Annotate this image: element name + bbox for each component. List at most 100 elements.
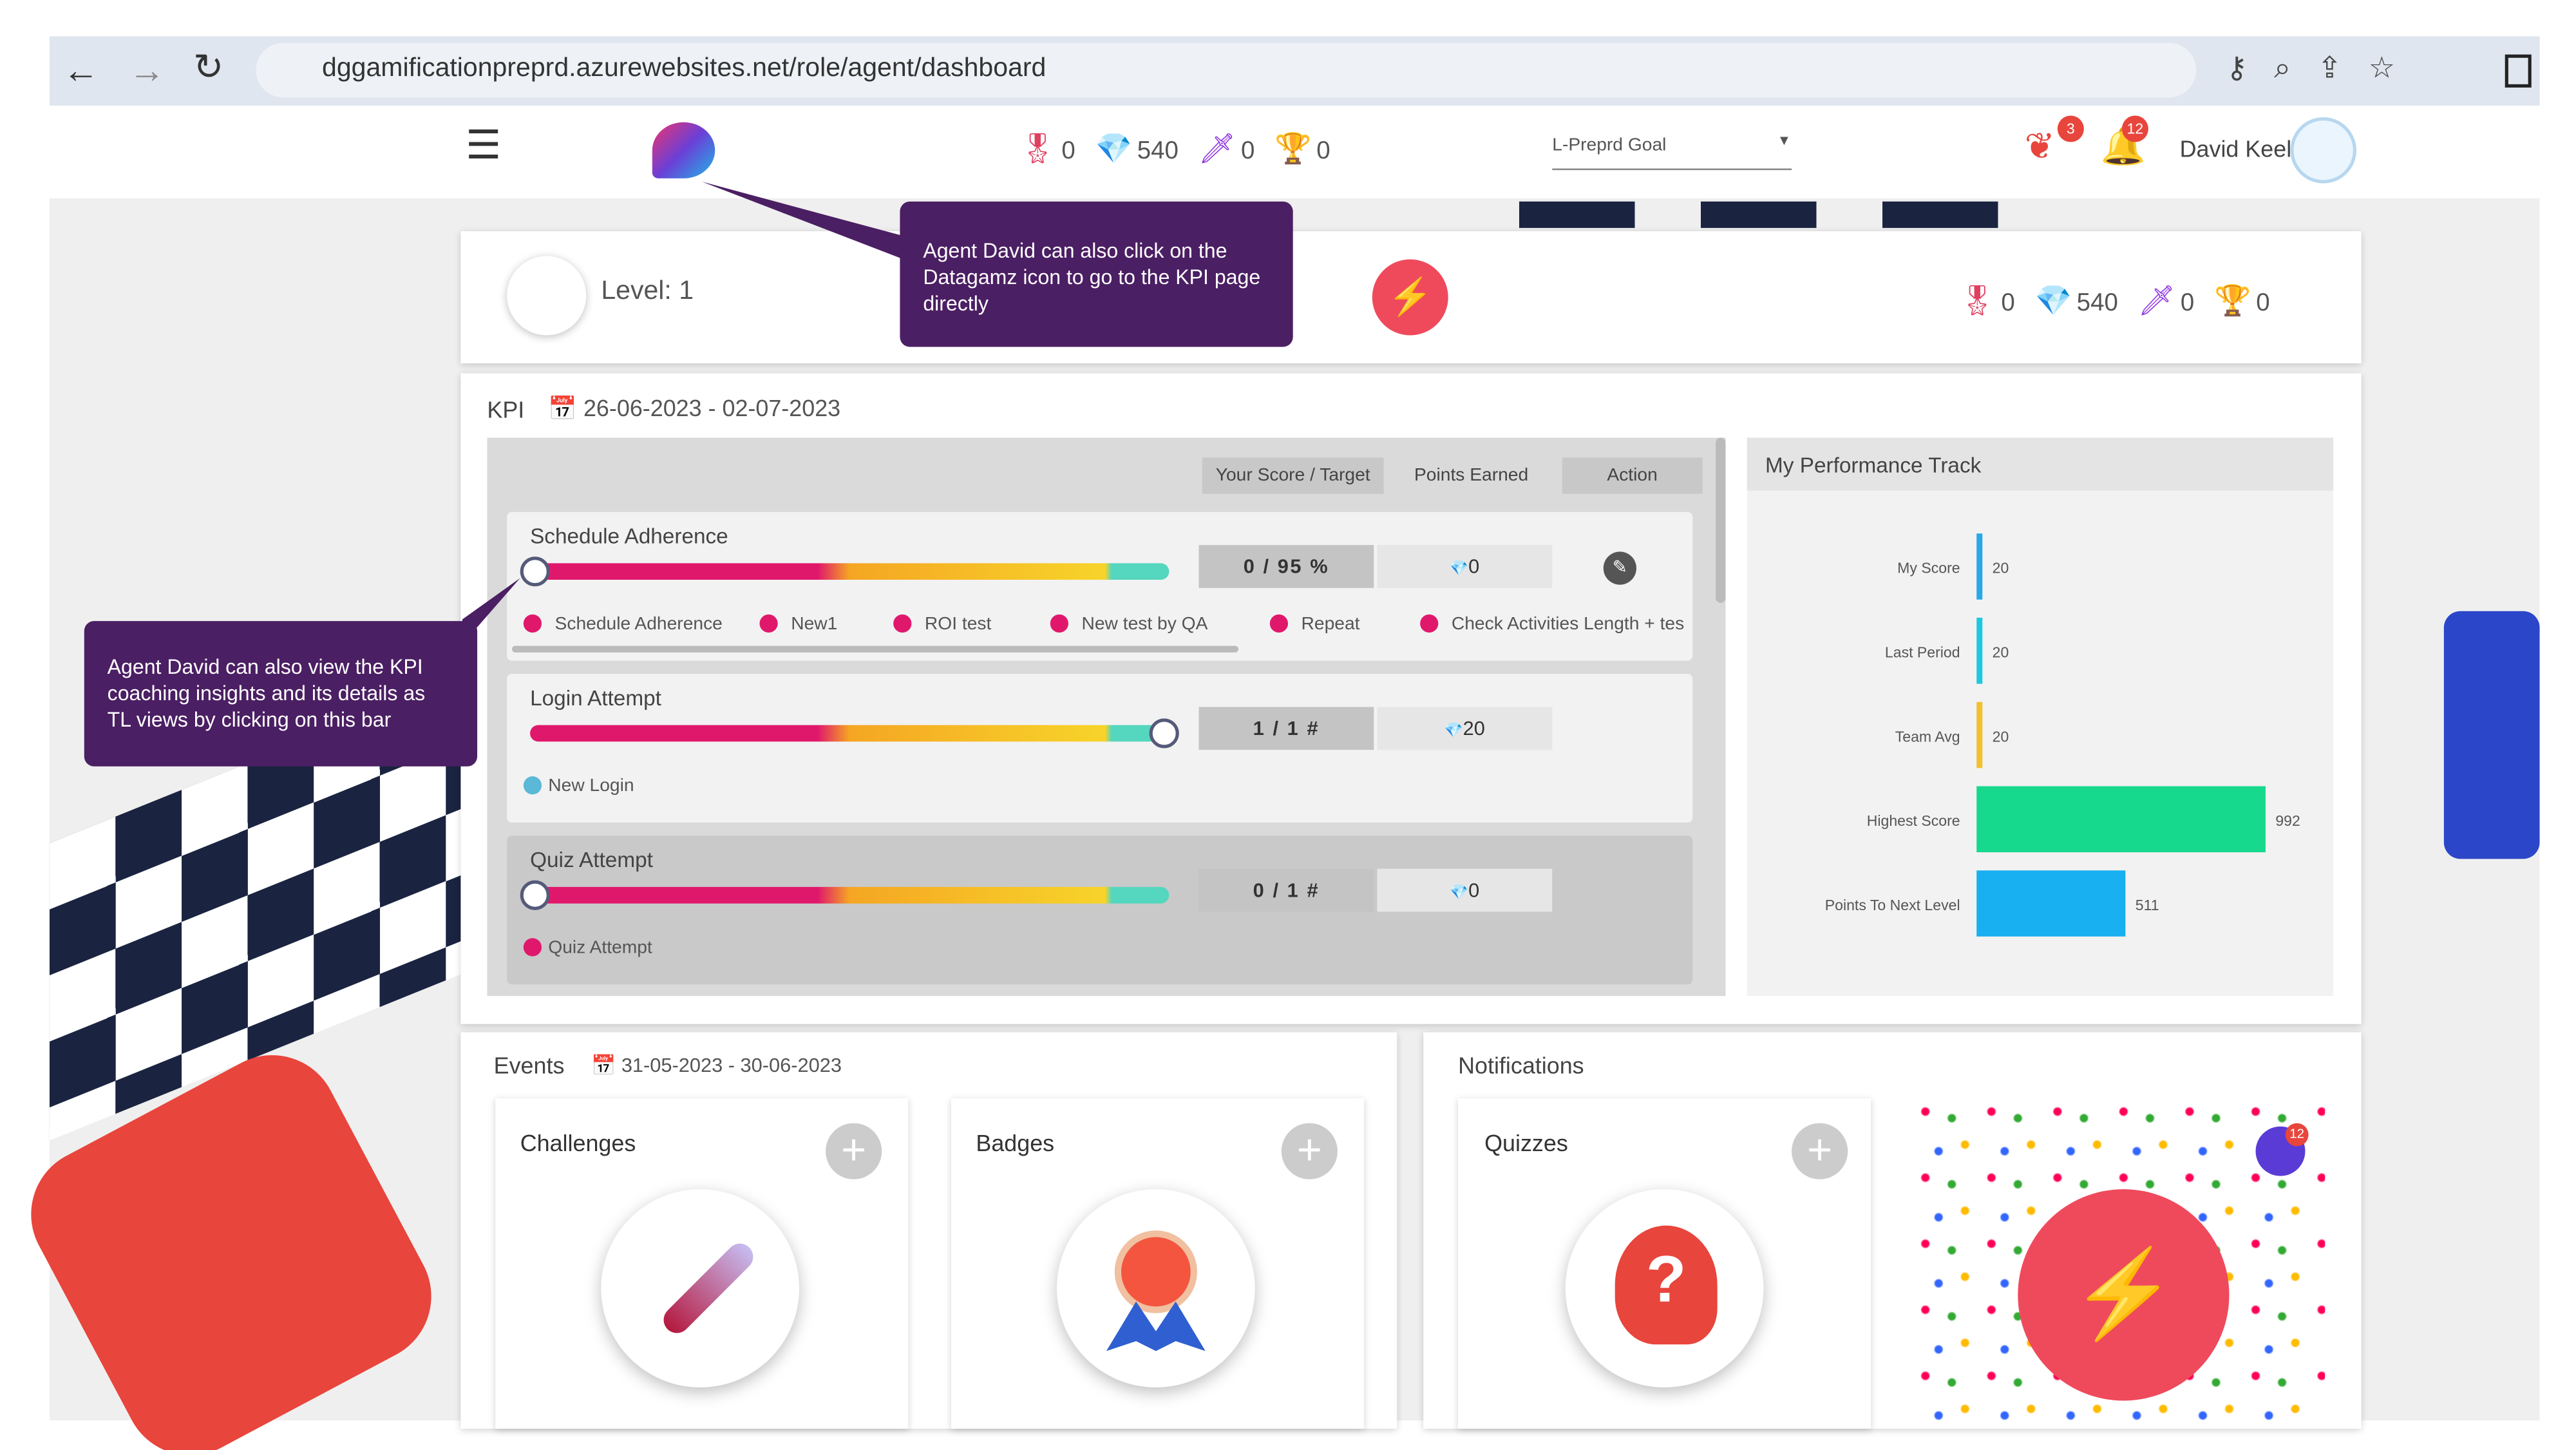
boost-button[interactable]: ⚡ [1372, 259, 1448, 336]
legend-text: New test by QA [1081, 614, 1208, 634]
calendar-icon: 📅 [591, 1053, 621, 1077]
level-label: Level: 1 [601, 277, 694, 306]
bar-label: Highest Score [1867, 812, 1960, 829]
points-cell: 💎20 [1377, 707, 1553, 750]
back-button[interactable]: ← [62, 49, 99, 91]
points-icon: 💎 [1450, 883, 1469, 901]
progress-knob [1149, 718, 1179, 749]
avatar[interactable] [2290, 117, 2356, 184]
user-name: David Keel [2179, 135, 2292, 162]
progress-bar [530, 725, 1170, 742]
legend-text: ROI test [924, 614, 992, 634]
badge-icon [1057, 1189, 1255, 1388]
goal-select[interactable]: L-Preprd Goal ▾ [1552, 132, 1792, 171]
kpi-row[interactable]: Login Attempt 1 / 1 # 💎20 New Login [507, 674, 1693, 823]
stat-value: 540 [2076, 289, 2118, 318]
reload-button[interactable]: ↻ [193, 46, 224, 88]
add-button[interactable]: + [1792, 1123, 1848, 1179]
legend-item: New1 [759, 614, 838, 634]
url: dggamificationpreprd.azurewebsites.net/r… [321, 54, 1046, 83]
header-stats: 🎖 0 💎 540 🗡 0 🏆 0 [1019, 132, 1331, 167]
score-cell: 0 / 1 # [1198, 868, 1374, 912]
bar-value: 20 [1993, 644, 2009, 661]
events-title: Events [493, 1052, 565, 1079]
stat-icon: 🏆 [1274, 132, 1312, 166]
kpi-row[interactable]: Quiz Attempt 0 / 1 # 💎0 Quiz Attempt [507, 835, 1693, 985]
legend-text: Schedule Adherence [554, 614, 723, 634]
kpi-date-range: 📅 26-06-2023 - 02-07-2023 [548, 395, 840, 423]
forward-button[interactable]: → [128, 49, 166, 91]
progress-bar [530, 886, 1170, 904]
stat-value: 0 [2180, 289, 2195, 318]
legend-item: Check Activities Length + tes [1420, 614, 1685, 634]
address-bar[interactable] [256, 43, 2197, 98]
stat-icon: 🗡 [2137, 284, 2176, 318]
badge-count: 3 [2057, 115, 2084, 142]
card-title: Challenges [520, 1129, 636, 1156]
stat-icon: 🗡 [1198, 132, 1236, 166]
edit-button: ✎ [1603, 551, 1637, 585]
column-header: Action [1562, 457, 1703, 494]
bar-label: My Score [1897, 560, 1960, 577]
legend-item: Repeat [1269, 614, 1360, 634]
stat-value: 0 [1061, 137, 1075, 166]
bar [1976, 701, 1983, 768]
bar-value: 20 [1993, 560, 2009, 577]
points-cell: 💎0 [1377, 868, 1553, 912]
goal-select-value: L-Preprd Goal [1552, 135, 1667, 156]
badge-count: 12 [2121, 115, 2148, 142]
bar-value: 511 [2136, 897, 2159, 913]
legend-text: New1 [791, 614, 838, 634]
h-scrollbar[interactable] [511, 645, 1239, 653]
stat-value: 0 [1316, 137, 1331, 166]
legend-text: Check Activities Length + tes [1451, 614, 1685, 634]
column-header: Points Earned [1383, 457, 1559, 494]
datagamz-logo[interactable] [652, 122, 715, 178]
performance-chart: My Score 20 Last Period 20 Team Avg 20 Highest… [1825, 533, 2300, 937]
kpi-title: KPI [487, 396, 525, 423]
menu-button[interactable]: ☰ [466, 124, 502, 169]
decoration [701, 182, 917, 265]
legend-dot [523, 614, 542, 633]
decoration [1114, 1230, 1197, 1313]
bar [1976, 870, 2126, 937]
quiz-icon: ? [1565, 1189, 1764, 1388]
decoration [658, 1238, 759, 1339]
stat-value: 0 [1240, 137, 1255, 166]
kpi-row[interactable]: Schedule Adherence 0 / 95 % 💎0 ✎ Schedule Ad… [507, 511, 1693, 661]
notif-icon[interactable]: ❦ [2024, 125, 2055, 167]
points-value: 0 [1468, 879, 1480, 902]
points-icon: 💎 [1450, 560, 1469, 577]
points-icon: 💎 [1444, 721, 1463, 739]
legend-dot [759, 614, 778, 633]
legend-item: New test by QA [1050, 614, 1208, 634]
bar-value: 992 [2275, 812, 2300, 829]
notifications-title: Notifications [1458, 1052, 1584, 1079]
card-title: Badges [976, 1129, 1055, 1156]
sidebar-icon[interactable] [2505, 54, 2532, 88]
calendar-icon: 📅 [548, 394, 583, 421]
stat-icon: 🏆 [2214, 284, 2251, 318]
progress-knob [520, 557, 550, 587]
boost-big-button[interactable]: ⚡ [2018, 1189, 2230, 1401]
progress-knob [520, 880, 550, 910]
legend-item: New Login [523, 776, 634, 796]
progress-bar [530, 563, 1170, 580]
performance-title: My Performance Track [1765, 452, 1982, 478]
bar-label: Points To Next Level [1825, 897, 1960, 913]
scrollbar[interactable] [1716, 437, 1726, 603]
bar [1976, 617, 1983, 684]
stat-icon: 🎖 [1958, 284, 1996, 318]
score-cell: 0 / 95 % [1198, 545, 1374, 588]
race-car-right [2443, 611, 2540, 859]
stat-value: 0 [2001, 289, 2015, 318]
legend-text: New Login [548, 776, 634, 796]
legend-text: Repeat [1301, 614, 1360, 634]
add-button[interactable]: + [826, 1123, 882, 1179]
legend-item: ROI test [893, 614, 992, 634]
stat-icon: 💎 [2034, 284, 2072, 318]
stat-value: 0 [2256, 289, 2270, 318]
browser-icons[interactable]: ⚷⌕⇪☆ [2226, 51, 2422, 84]
add-button[interactable]: + [1281, 1123, 1338, 1179]
